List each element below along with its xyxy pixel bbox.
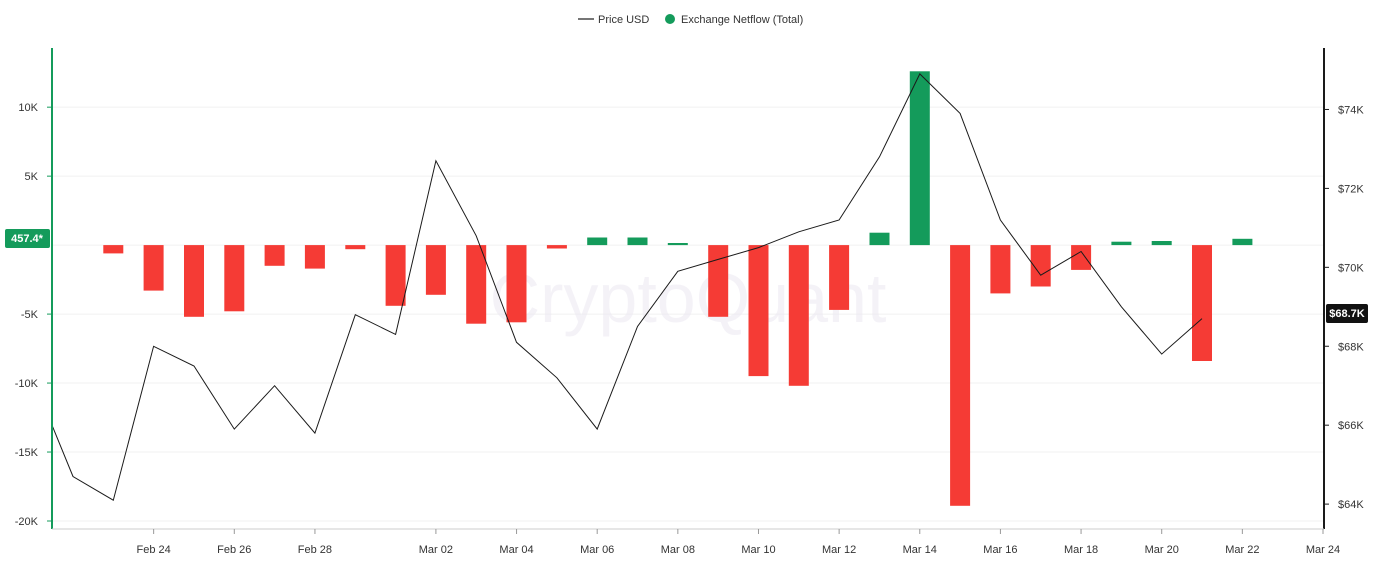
netflow-bar: [345, 245, 366, 250]
netflow-bar: [829, 245, 850, 310]
netflow-badge-text: 457.4*: [11, 233, 44, 245]
x-tick-label: Mar 20: [1145, 544, 1179, 556]
netflow-bar: [385, 245, 406, 306]
x-tick-label: Mar 24: [1306, 544, 1340, 556]
netflow-bar: [1232, 238, 1253, 246]
left-tick-label: -5K: [21, 309, 39, 321]
gridlines: [52, 106, 1324, 522]
legend[interactable]: Price USD Exchange Netflow (Total): [578, 14, 803, 26]
right-tick-label: $70K: [1338, 262, 1364, 274]
netflow-bar: [224, 245, 245, 312]
netflow-bar: [425, 245, 446, 295]
x-tick-label: Mar 12: [822, 544, 856, 556]
right-axis-ticks: $74K $72K $70K $68K $66K $64K: [1324, 104, 1364, 511]
netflow-bar: [466, 245, 487, 324]
x-axis-ticks: Feb 24 Feb 26 Feb 28 Mar 02 Mar 04 Mar 06 Mar …: [137, 529, 1340, 556]
netflow-last-value-badge: 457.4*: [5, 229, 50, 248]
price-last-value-badge: $68.7K: [1326, 304, 1368, 323]
netflow-bar: [627, 237, 648, 246]
netflow-bar: [1111, 241, 1132, 246]
left-tick-label: -10K: [15, 378, 39, 390]
price-series: [51, 73, 1203, 501]
netflow-bar: [1151, 241, 1172, 246]
netflow-bar: [184, 245, 204, 317]
netflow-bar: [748, 245, 769, 377]
netflow-bar: [546, 245, 567, 249]
x-tick-label: Feb 24: [137, 544, 171, 556]
netflow-bar: [304, 245, 325, 269]
netflow-bar: [264, 245, 285, 266]
price-badge-bg: [1326, 304, 1368, 323]
axes: [51, 48, 1325, 530]
left-tick-label: 10K: [18, 102, 38, 114]
legend-netflow-swatch: [665, 14, 675, 24]
netflow-bar: [1030, 245, 1051, 287]
x-tick-label: Mar 10: [741, 544, 775, 556]
netflow-bars: [103, 71, 1253, 506]
netflow-bar: [990, 245, 1011, 294]
netflow-bar: [587, 237, 608, 246]
netflow-bar: [708, 245, 729, 317]
netflow-bar: [143, 245, 164, 291]
legend-netflow-label[interactable]: Exchange Netflow (Total): [681, 14, 803, 26]
x-tick-label: Mar 22: [1225, 544, 1259, 556]
netflow-badge-bg: [5, 229, 50, 248]
x-tick-label: Mar 14: [903, 544, 937, 556]
netflow-bar: [1071, 245, 1092, 270]
left-tick-label: -20K: [15, 516, 39, 528]
netflow-bar: [1192, 245, 1212, 361]
right-tick-label: $68K: [1338, 341, 1364, 353]
watermark: CryptoQuant: [490, 259, 887, 337]
netflow-bar: [506, 245, 527, 323]
x-tick-label: Mar 06: [580, 544, 614, 556]
x-tick-label: Mar 08: [661, 544, 695, 556]
legend-price-label[interactable]: Price USD: [598, 14, 649, 26]
right-tick-label: $66K: [1338, 420, 1364, 432]
price-line: [51, 73, 1203, 501]
price-badge-text: $68.7K: [1329, 308, 1365, 320]
netflow-bar: [950, 245, 971, 506]
x-tick-label: Mar 04: [499, 544, 533, 556]
x-tick-label: Feb 28: [298, 544, 332, 556]
right-tick-label: $64K: [1338, 499, 1364, 511]
left-axis-ticks: 10K 5K -5K -10K -15K -20K: [15, 102, 52, 528]
x-tick-label: Mar 16: [983, 544, 1017, 556]
netflow-bar: [667, 243, 688, 246]
netflow-bar: [103, 245, 124, 254]
left-tick-label: 5K: [25, 171, 39, 183]
right-tick-label: $72K: [1338, 183, 1364, 195]
left-tick-label: -15K: [15, 447, 39, 459]
netflow-bar: [909, 71, 930, 246]
netflow-bar: [869, 232, 890, 246]
right-tick-label: $74K: [1338, 104, 1364, 116]
x-tick-label: Feb 26: [217, 544, 251, 556]
netflow-bar: [788, 245, 809, 386]
x-tick-label: Mar 18: [1064, 544, 1098, 556]
x-tick-label: Mar 02: [419, 544, 453, 556]
